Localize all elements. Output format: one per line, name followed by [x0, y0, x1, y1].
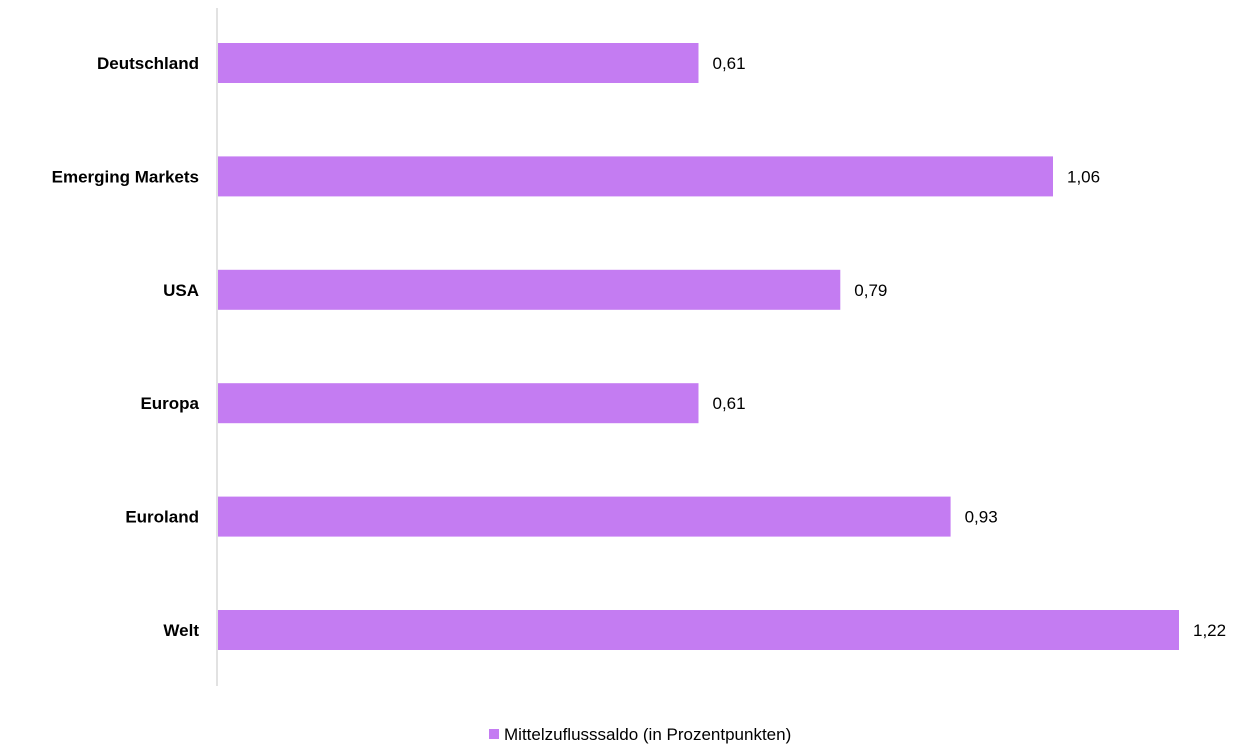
bar-euroland [218, 496, 951, 537]
legend: Mittelzuflusssaldo (in Prozentpunkten) [489, 725, 791, 744]
bar-welt [218, 610, 1179, 650]
value-label: 0,79 [854, 281, 887, 300]
value-label: 1,22 [1193, 621, 1226, 640]
value-label: 1,06 [1067, 167, 1100, 186]
value-label: 0,61 [713, 54, 746, 73]
bar-usa [218, 269, 841, 310]
bar-emerging-markets [218, 156, 1053, 197]
bar-deutschland [218, 43, 699, 83]
value-label: 0,93 [965, 508, 998, 527]
bars-layer [218, 43, 1179, 650]
category-labels-layer: Deutschland Emerging Markets USA Europa Euro… [52, 54, 200, 640]
category-label: Deutschland [97, 54, 199, 73]
value-labels-layer: 0,61 1,06 0,79 0,61 0,93 1,22 [713, 54, 1227, 640]
category-label: Europa [140, 394, 199, 413]
category-label: Emerging Markets [52, 167, 199, 186]
category-label: Welt [163, 621, 199, 640]
value-label: 0,61 [713, 394, 746, 413]
bar-europa [218, 383, 699, 424]
category-label: USA [163, 281, 199, 300]
legend-label: Mittelzuflusssaldo (in Prozentpunkten) [504, 725, 791, 744]
category-label: Euroland [125, 508, 199, 527]
legend-swatch [489, 729, 499, 739]
